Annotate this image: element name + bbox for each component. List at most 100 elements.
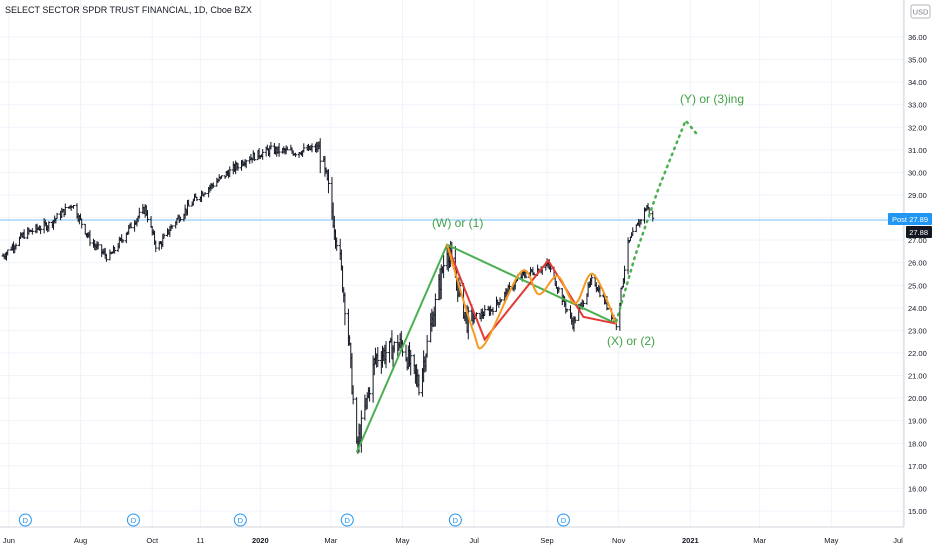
y-tick-label: 22.00: [908, 349, 927, 358]
dividend-marker[interactable]: D: [126, 513, 140, 527]
ohlc-bar: [277, 143, 281, 157]
dividend-marker-label: D: [131, 516, 137, 525]
ohlc-bar: [187, 199, 191, 207]
wave-line-red: [446, 244, 617, 342]
ohlc-bar: [557, 286, 561, 293]
x-tick-label: 2021: [682, 536, 699, 545]
chart-symbol-title: SELECT SECTOR SPDR TRUST FINANCIAL, 1D, …: [5, 5, 252, 15]
x-tick-label: Aug: [74, 536, 87, 545]
ohlc-bar: [269, 141, 273, 150]
currency-badge[interactable]: [910, 4, 931, 19]
x-tick-label: Jul: [469, 536, 479, 545]
x-tick-label: May: [824, 536, 838, 545]
ohlc-bar: [178, 216, 182, 222]
y-tick-label: 27.00: [908, 236, 927, 245]
ohlc-bar: [581, 300, 585, 307]
ohlc-bar: [598, 284, 602, 298]
ohlc-bar: [623, 265, 627, 284]
x-tick-label: Oct: [146, 536, 159, 545]
ohlc-bar: [524, 271, 528, 279]
ohlc-bar: [433, 293, 437, 327]
dividend-marker[interactable]: D: [18, 513, 32, 527]
y-tick-label: 31.00: [908, 146, 927, 155]
ohlc-bar: [565, 308, 569, 313]
y-tick-label: 35.00: [908, 56, 927, 65]
dividend-marker-label: D: [345, 516, 351, 525]
y-tick-label: 32.00: [908, 123, 927, 132]
x-tick-label: May: [395, 536, 409, 545]
dividend-marker-label: D: [23, 516, 29, 525]
ohlc-bar: [442, 254, 446, 279]
ohlc-bar: [244, 159, 248, 169]
ohlc-bar: [88, 230, 92, 247]
ohlc-bar: [39, 225, 43, 235]
ohlc-bar: [651, 210, 655, 222]
ohlc-bar: [113, 246, 117, 254]
ohlc-bar: [384, 341, 388, 369]
y-tick-label: 29.00: [908, 191, 927, 200]
ohlc-bar: [55, 212, 59, 219]
ohlc-bar: [343, 292, 347, 326]
y-tick-label: 36.00: [908, 33, 927, 42]
dividend-marker-label: D: [238, 516, 244, 525]
ohlc-bar: [639, 219, 643, 225]
y-tick-label: 18.00: [908, 439, 927, 448]
ohlc-bar: [252, 152, 256, 162]
ohlc-bar: [351, 385, 355, 405]
ohlc-bar: [71, 204, 75, 209]
ohlc-bar: [146, 210, 150, 223]
post-tag-value: 27.89: [909, 215, 928, 224]
y-tick-label: 26.00: [908, 259, 927, 268]
post-price-tag: [888, 213, 932, 225]
price-axis[interactable]: 15.00 16.00 17.00 18.00 19.00 20.00 21.00 22.00…: [908, 33, 927, 516]
projection-dotted-line: [615, 118, 700, 323]
time-axis[interactable]: Jun Aug Oct 11 2020 Mar May Jul Sep Nov 2021 Mar May…: [3, 536, 903, 545]
ohlc-bar: [631, 227, 635, 236]
ohlc-bar: [121, 239, 125, 244]
ohlc-bar: [590, 274, 594, 286]
ohlc-bar: [417, 374, 421, 396]
ohlc-bar: [228, 166, 232, 177]
y-tick-label: 21.00: [908, 372, 927, 381]
ohlc-bar: [491, 307, 495, 316]
ohlc-bar: [507, 282, 511, 291]
ohlc-bar: [310, 143, 314, 153]
ohlc-bar: [63, 203, 67, 216]
dividend-marker[interactable]: D: [340, 513, 354, 527]
ohlc-bar: [549, 265, 553, 273]
ohlc-bar: [6, 249, 10, 256]
y-tick-label: 33.00: [908, 101, 927, 110]
y-tick-label: 15.00: [908, 507, 927, 516]
ohlc-bar: [236, 163, 240, 171]
wave-label-x: (X) or (2): [607, 334, 655, 348]
dividend-marker[interactable]: D: [448, 513, 462, 527]
ohlc-bar: [104, 253, 108, 262]
dividend-marker[interactable]: D: [556, 513, 570, 527]
ohlc-bar: [499, 299, 503, 303]
ohlc-bar: [162, 233, 166, 239]
ohlc-bar: [220, 175, 224, 179]
y-tick-label: 30.00: [908, 168, 927, 177]
y-tick-label: 25.00: [908, 281, 927, 290]
wave-line-orange: [446, 244, 618, 350]
y-tick-label: 17.00: [908, 462, 927, 471]
ohlc-bar: [302, 143, 306, 153]
last-price-tag: [906, 226, 932, 238]
last-price-value: 27.88: [909, 228, 928, 237]
ohlc-bar: [335, 237, 339, 251]
ohlc-bar: [483, 305, 487, 316]
ohlc-bar: [285, 146, 289, 151]
ohlc-bar: [409, 349, 413, 376]
ohlc-bar: [532, 272, 536, 276]
dividend-marker[interactable]: D: [233, 513, 247, 527]
ohlc-bar: [30, 228, 34, 235]
grid-lines: [0, 0, 904, 527]
wave-label-y: (Y) or (3)ing: [680, 92, 744, 106]
ohlc-bar: [47, 221, 51, 232]
currency-badge-label: USD: [913, 8, 929, 17]
y-tick-label: 19.00: [908, 417, 927, 426]
